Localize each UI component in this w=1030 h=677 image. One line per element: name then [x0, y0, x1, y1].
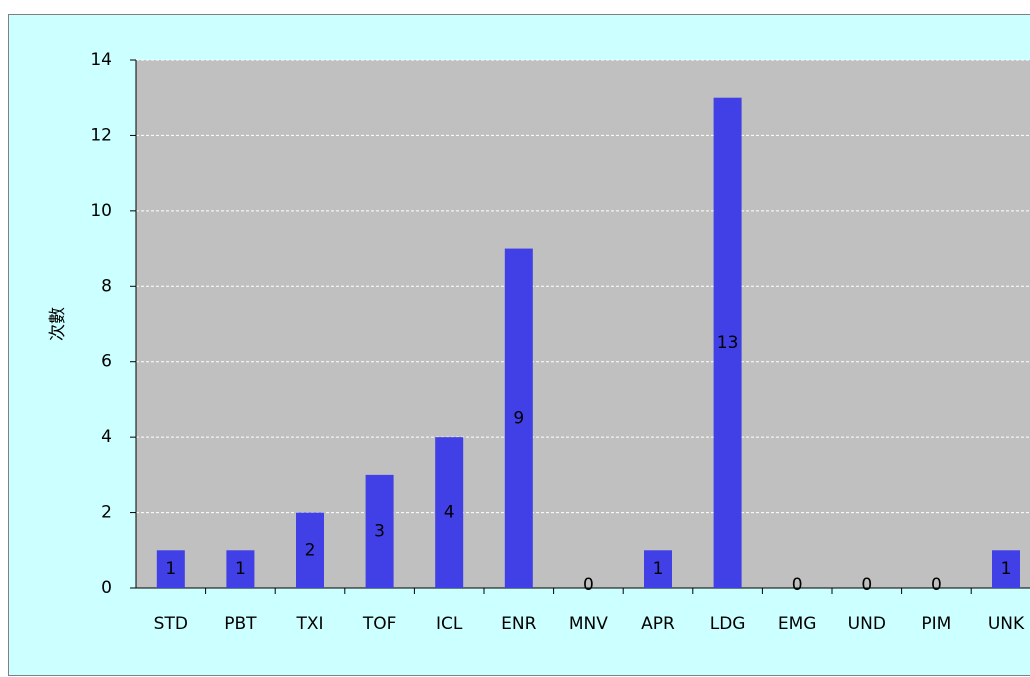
x-tick-label: STD	[154, 614, 188, 634]
plot-area	[136, 60, 1030, 588]
x-tick-label: PIM	[921, 614, 951, 634]
x-tick-label: PBT	[224, 614, 257, 634]
x-tick-label: TXI	[295, 614, 323, 634]
bar	[365, 474, 394, 588]
data-label: 1	[235, 559, 246, 579]
bar	[296, 512, 324, 588]
y-tick-label: 12	[90, 125, 112, 145]
data-label: 0	[931, 575, 942, 595]
data-label: 3	[374, 521, 385, 541]
data-label: 1	[165, 559, 176, 579]
data-label: 9	[513, 408, 524, 428]
x-tick-label: LDG	[710, 614, 746, 634]
y-tick-label: 4	[101, 427, 112, 447]
bar	[504, 248, 533, 589]
x-tick-label: UND	[848, 614, 886, 634]
y-axis-label: 次數	[48, 307, 68, 341]
y-tick-label: 0	[101, 578, 112, 598]
bar	[226, 550, 255, 588]
bar	[713, 97, 742, 588]
x-tick-label: APR	[641, 614, 675, 634]
data-label: 4	[444, 503, 455, 523]
x-tick-label: UNK	[988, 614, 1025, 634]
data-label: 2	[305, 540, 316, 560]
data-label: 13	[717, 333, 739, 353]
bar	[644, 550, 672, 588]
data-label: 0	[792, 575, 803, 595]
bar	[435, 437, 464, 588]
y-tick-label: 8	[101, 276, 112, 296]
y-tick-label: 10	[90, 201, 112, 221]
data-label: 1	[1001, 559, 1012, 579]
x-tick-label: EMG	[778, 614, 817, 634]
x-tick-label: MNV	[569, 614, 608, 634]
y-tick-label: 14	[90, 50, 112, 70]
y-tick-label: 2	[101, 503, 112, 523]
y-tick-label: 6	[101, 352, 112, 372]
bar	[992, 550, 1020, 588]
x-tick-label: ENR	[501, 614, 536, 634]
x-tick-label: TOF	[362, 614, 397, 634]
data-label: 0	[583, 575, 594, 595]
bar	[156, 550, 185, 588]
x-tick-label: ICL	[436, 614, 463, 634]
data-label: 0	[861, 575, 872, 595]
data-label: 1	[653, 559, 664, 579]
